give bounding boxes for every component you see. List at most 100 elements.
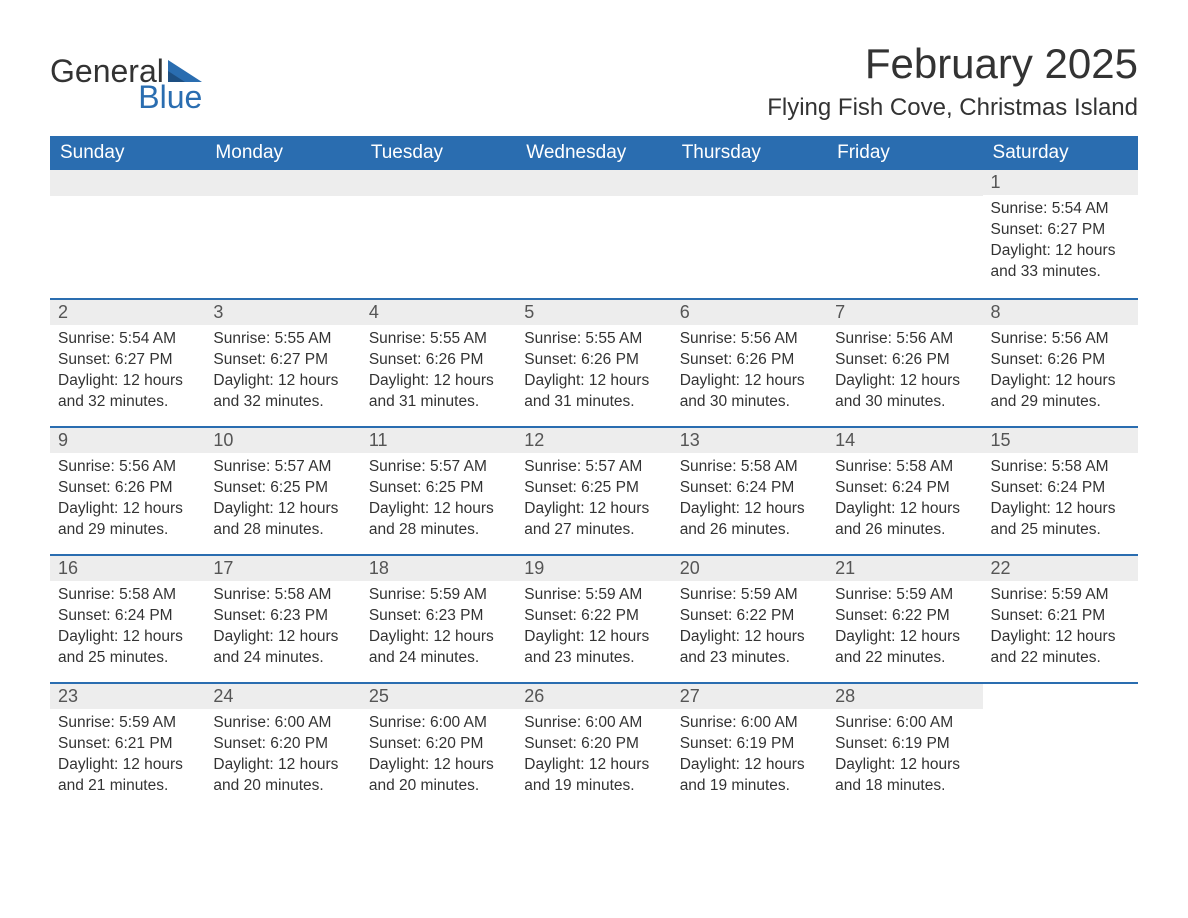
day-number: 15: [983, 428, 1138, 453]
sunset-line: Sunset: 6:20 PM: [369, 734, 508, 755]
daylight-line: Daylight: 12 hours and 19 minutes.: [680, 755, 819, 797]
sunset-line: Sunset: 6:25 PM: [524, 478, 663, 499]
day-cell: 9Sunrise: 5:56 AMSunset: 6:26 PMDaylight…: [50, 428, 205, 554]
sunset-line: Sunset: 6:27 PM: [991, 220, 1130, 241]
empty-day-bar: [205, 170, 360, 196]
daylight-line: Daylight: 12 hours and 31 minutes.: [524, 371, 663, 413]
day-details: Sunrise: 5:58 AMSunset: 6:24 PMDaylight:…: [835, 457, 974, 541]
day-number: 5: [516, 300, 671, 325]
sunrise-line: Sunrise: 5:54 AM: [58, 329, 197, 350]
day-number: 19: [516, 556, 671, 581]
day-details: Sunrise: 5:57 AMSunset: 6:25 PMDaylight:…: [524, 457, 663, 541]
week-row: 9Sunrise: 5:56 AMSunset: 6:26 PMDaylight…: [50, 426, 1138, 554]
day-cell: 24Sunrise: 6:00 AMSunset: 6:20 PMDayligh…: [205, 684, 360, 810]
weekday-thursday: Thursday: [672, 136, 827, 170]
daylight-line: Daylight: 12 hours and 23 minutes.: [680, 627, 819, 669]
day-details: Sunrise: 6:00 AMSunset: 6:20 PMDaylight:…: [213, 713, 352, 797]
daylight-line: Daylight: 12 hours and 21 minutes.: [58, 755, 197, 797]
daylight-line: Daylight: 12 hours and 30 minutes.: [680, 371, 819, 413]
sunrise-line: Sunrise: 5:59 AM: [835, 585, 974, 606]
day-number: 7: [827, 300, 982, 325]
daylight-line: Daylight: 12 hours and 24 minutes.: [369, 627, 508, 669]
day-number: 2: [50, 300, 205, 325]
sunset-line: Sunset: 6:23 PM: [213, 606, 352, 627]
week-row: 16Sunrise: 5:58 AMSunset: 6:24 PMDayligh…: [50, 554, 1138, 682]
daylight-line: Daylight: 12 hours and 28 minutes.: [369, 499, 508, 541]
day-cell: 25Sunrise: 6:00 AMSunset: 6:20 PMDayligh…: [361, 684, 516, 810]
day-number: 11: [361, 428, 516, 453]
day-cell: 16Sunrise: 5:58 AMSunset: 6:24 PMDayligh…: [50, 556, 205, 682]
daylight-line: Daylight: 12 hours and 26 minutes.: [835, 499, 974, 541]
day-number: 18: [361, 556, 516, 581]
empty-day-bar: [516, 170, 671, 196]
daylight-line: Daylight: 12 hours and 19 minutes.: [524, 755, 663, 797]
day-details: Sunrise: 5:59 AMSunset: 6:21 PMDaylight:…: [58, 713, 197, 797]
day-details: Sunrise: 6:00 AMSunset: 6:19 PMDaylight:…: [680, 713, 819, 797]
day-cell: [361, 170, 516, 298]
sunrise-line: Sunrise: 6:00 AM: [213, 713, 352, 734]
empty-day-bar: [672, 170, 827, 196]
day-cell: 17 Sunrise: 5:58 AMSunset: 6:23 PMDayligh…: [205, 556, 360, 682]
sunrise-line: Sunrise: 5:58 AM: [991, 457, 1130, 478]
day-cell: 19Sunrise: 5:59 AMSunset: 6:22 PMDayligh…: [516, 556, 671, 682]
day-cell: 15Sunrise: 5:58 AMSunset: 6:24 PMDayligh…: [983, 428, 1138, 554]
sunrise-line: Sunrise: 6:00 AM: [680, 713, 819, 734]
day-details: Sunrise: 5:55 AMSunset: 6:27 PMDaylight:…: [213, 329, 352, 413]
sunset-line: Sunset: 6:21 PM: [991, 606, 1130, 627]
day-cell: 28Sunrise: 6:00 AMSunset: 6:19 PMDayligh…: [827, 684, 982, 810]
day-number: 4: [361, 300, 516, 325]
day-details: Sunrise: 5:57 AMSunset: 6:25 PMDaylight:…: [369, 457, 508, 541]
day-cell: 13Sunrise: 5:58 AMSunset: 6:24 PMDayligh…: [672, 428, 827, 554]
day-details: Sunrise: 5:57 AMSunset: 6:25 PMDaylight:…: [213, 457, 352, 541]
week-row: 2Sunrise: 5:54 AMSunset: 6:27 PMDaylight…: [50, 298, 1138, 426]
sunrise-line: Sunrise: 5:59 AM: [991, 585, 1130, 606]
logo-text: General Blue: [50, 54, 202, 113]
day-details: Sunrise: 6:00 AMSunset: 6:19 PMDaylight:…: [835, 713, 974, 797]
weekday-header-row: SundayMondayTuesdayWednesdayThursdayFrid…: [50, 136, 1138, 170]
day-number: 20: [672, 556, 827, 581]
day-cell: 11 Sunrise: 5:57 AMSunset: 6:25 PMDayligh…: [361, 428, 516, 554]
sunset-line: Sunset: 6:26 PM: [58, 478, 197, 499]
day-details: Sunrise: 5:55 AMSunset: 6:26 PMDaylight:…: [524, 329, 663, 413]
sunrise-line: Sunrise: 6:00 AM: [369, 713, 508, 734]
day-details: Sunrise: 6:00 AMSunset: 6:20 PMDaylight:…: [369, 713, 508, 797]
day-number: 17: [205, 556, 360, 581]
sunset-line: Sunset: 6:21 PM: [58, 734, 197, 755]
sunrise-line: Sunrise: 6:00 AM: [835, 713, 974, 734]
day-cell: 20 Sunrise: 5:59 AMSunset: 6:22 PMDayligh…: [672, 556, 827, 682]
day-details: Sunrise: 5:59 AMSunset: 6:23 PMDaylight:…: [369, 585, 508, 669]
day-details: Sunrise: 5:58 AMSunset: 6:24 PMDaylight:…: [680, 457, 819, 541]
sunset-line: Sunset: 6:26 PM: [369, 350, 508, 371]
sunrise-line: Sunrise: 5:58 AM: [58, 585, 197, 606]
day-number: 10: [205, 428, 360, 453]
sunrise-line: Sunrise: 5:55 AM: [213, 329, 352, 350]
sunrise-line: Sunrise: 5:55 AM: [524, 329, 663, 350]
day-details: Sunrise: 5:58 AMSunset: 6:23 PMDaylight:…: [213, 585, 352, 669]
sunset-line: Sunset: 6:19 PM: [835, 734, 974, 755]
sunrise-line: Sunrise: 5:58 AM: [680, 457, 819, 478]
sunset-line: Sunset: 6:26 PM: [524, 350, 663, 371]
daylight-line: Daylight: 12 hours and 31 minutes.: [369, 371, 508, 413]
day-number: 9: [50, 428, 205, 453]
sunset-line: Sunset: 6:25 PM: [213, 478, 352, 499]
day-number: 12: [516, 428, 671, 453]
day-cell: 18 Sunrise: 5:59 AMSunset: 6:23 PMDayligh…: [361, 556, 516, 682]
sunset-line: Sunset: 6:24 PM: [58, 606, 197, 627]
day-number: 27: [672, 684, 827, 709]
sunrise-line: Sunrise: 5:56 AM: [680, 329, 819, 350]
sunrise-line: Sunrise: 5:59 AM: [369, 585, 508, 606]
daylight-line: Daylight: 12 hours and 20 minutes.: [213, 755, 352, 797]
empty-day-bar: [361, 170, 516, 196]
day-cell: [983, 684, 1138, 810]
sunrise-line: Sunrise: 5:57 AM: [524, 457, 663, 478]
day-cell: 7Sunrise: 5:56 AMSunset: 6:26 PMDaylight…: [827, 300, 982, 426]
sunrise-line: Sunrise: 5:59 AM: [58, 713, 197, 734]
day-cell: 27 Sunrise: 6:00 AMSunset: 6:19 PMDayligh…: [672, 684, 827, 810]
sunset-line: Sunset: 6:26 PM: [991, 350, 1130, 371]
day-cell: 14Sunrise: 5:58 AMSunset: 6:24 PMDayligh…: [827, 428, 982, 554]
day-details: Sunrise: 5:54 AMSunset: 6:27 PMDaylight:…: [991, 199, 1130, 283]
day-details: Sunrise: 5:59 AMSunset: 6:22 PMDaylight:…: [680, 585, 819, 669]
sunrise-line: Sunrise: 5:55 AM: [369, 329, 508, 350]
day-cell: 21Sunrise: 5:59 AMSunset: 6:22 PMDayligh…: [827, 556, 982, 682]
month-title: February 2025: [767, 40, 1138, 88]
